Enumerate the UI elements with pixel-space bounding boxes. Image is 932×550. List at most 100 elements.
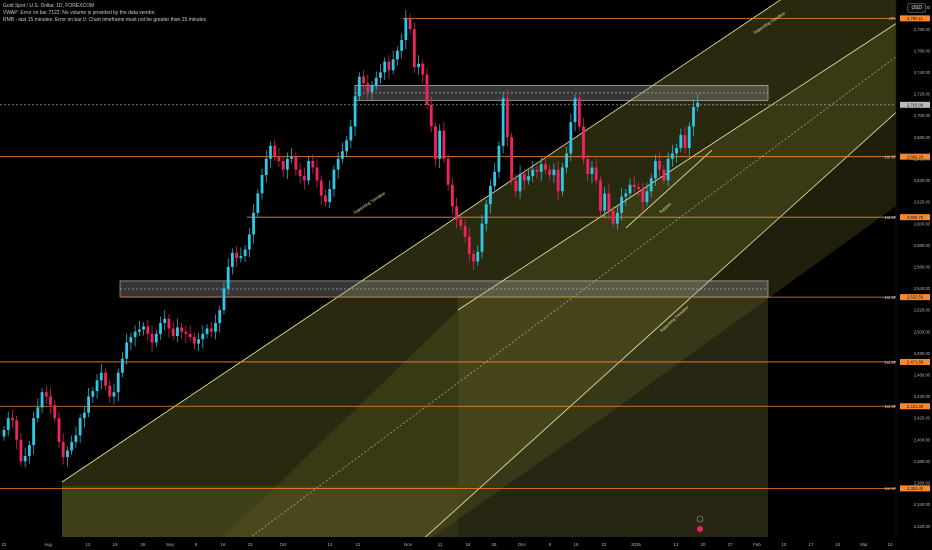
candle-body	[645, 191, 649, 203]
candle-body	[628, 184, 632, 194]
candle-body	[374, 77, 378, 86]
candle-body	[582, 126, 585, 159]
candle-body	[53, 405, 57, 419]
candle-body	[226, 266, 230, 289]
level-label: ATH	[889, 16, 897, 21]
candle-body	[49, 396, 52, 406]
price-tick-label: 2,380.00	[914, 459, 931, 464]
candle-body	[577, 98, 581, 127]
candle-body	[264, 158, 268, 176]
price-axis[interactable]: 2,320.00 2,340.00 2,360.00 2,380.00 2,400.00…	[895, 0, 932, 550]
level-price-tag-bg	[900, 15, 930, 22]
candle-body	[357, 76, 361, 97]
candle-body	[277, 156, 281, 161]
level-label: 1st SR	[884, 295, 897, 300]
event-marker	[696, 515, 704, 523]
time-tick-label: 26	[141, 542, 146, 547]
price-tick-label: 2,760.00	[914, 48, 931, 53]
time-tick-label: Sep	[166, 542, 174, 547]
time-tick-label: 11	[438, 542, 443, 547]
candle-body	[298, 169, 302, 177]
time-tick-label: 10	[782, 542, 787, 547]
candle-body	[142, 326, 145, 330]
time-tick-label: 2025	[631, 542, 641, 547]
price-tick-label: 2,320.00	[914, 524, 931, 529]
candle-body	[104, 372, 107, 386]
candle-body	[235, 252, 239, 259]
candle-body	[180, 327, 184, 332]
candle-body	[197, 339, 200, 344]
candle-body	[146, 326, 150, 334]
candle-body	[438, 130, 442, 159]
candle-body	[637, 186, 640, 190]
trendline-label: Supporting Trendline	[352, 190, 386, 215]
channel-upper-line	[61, 0, 781, 483]
candle-body	[692, 106, 695, 127]
candle-body	[395, 50, 399, 60]
price-tick-label: 2,680.00	[914, 135, 931, 140]
candle-body	[586, 158, 590, 174]
candle-body	[218, 310, 222, 324]
price-tick-label: 2,340.00	[914, 502, 931, 507]
time-tick-label: Oct	[280, 542, 288, 547]
candle-body	[188, 333, 192, 338]
time-tick-label: 16	[221, 542, 226, 547]
candle-body	[116, 372, 120, 393]
candle-body	[387, 61, 391, 71]
candle-body	[294, 156, 298, 170]
candle-body	[95, 380, 99, 392]
level-price-tag: 2,532.50	[907, 295, 924, 300]
time-tick-label: 9	[549, 542, 552, 547]
candle-body	[345, 140, 349, 152]
level-price-tag: 2,353.40	[907, 486, 924, 491]
candle-body	[91, 391, 95, 397]
candle-body	[214, 323, 217, 332]
candle-body	[129, 337, 133, 343]
level-price-tag-bg	[900, 485, 930, 492]
candle-body	[670, 153, 674, 159]
candle-body	[379, 72, 382, 78]
currency-button[interactable]: USD	[907, 3, 926, 13]
candle-body	[78, 418, 82, 436]
candle-body	[446, 158, 450, 185]
candle-body	[27, 445, 31, 456]
candle-body	[476, 251, 480, 262]
candle-body	[522, 173, 526, 181]
candle-body	[137, 329, 141, 332]
time-axis[interactable]: 22 Aug 12 19 26 Sep 9 16 23 Oct 14 21 Nov 11 18 25 Dec 9 1…	[0, 537, 932, 550]
candle-body	[184, 331, 188, 334]
candle-body	[222, 288, 226, 311]
candle-body	[239, 256, 243, 259]
candle-body	[666, 158, 670, 181]
channel-upper-fill	[210, 0, 932, 550]
price-tick-label: 2,520.00	[914, 308, 931, 313]
channel-lower-line	[410, 79, 932, 550]
candle-body	[328, 189, 332, 203]
candle-body	[252, 212, 255, 235]
candle-body	[176, 327, 179, 337]
time-tick-label: 9	[195, 542, 198, 547]
candle-body	[311, 160, 315, 168]
price-tick-label: 2,600.00	[914, 221, 931, 226]
candle-body	[307, 160, 310, 181]
candle-body	[505, 98, 509, 138]
candle-body	[425, 74, 429, 105]
time-tick-label: 12	[86, 542, 91, 547]
candle-body	[615, 212, 619, 224]
candle-body	[535, 169, 539, 172]
time-tick-label: 18	[466, 542, 471, 547]
candle-body	[429, 104, 433, 127]
time-tick-label: Nov	[404, 542, 413, 547]
candle-body	[2, 430, 6, 437]
candle-body	[121, 358, 124, 373]
time-tick-label: Aug	[44, 542, 52, 547]
time-tick-label: 24	[836, 542, 841, 547]
candle-body	[36, 407, 40, 419]
candle-body	[159, 323, 162, 334]
candle-body	[590, 167, 594, 174]
current-price-tag-bg	[900, 101, 930, 108]
candle-body	[269, 145, 272, 159]
candle-body	[573, 98, 577, 123]
candle-body	[319, 180, 323, 196]
